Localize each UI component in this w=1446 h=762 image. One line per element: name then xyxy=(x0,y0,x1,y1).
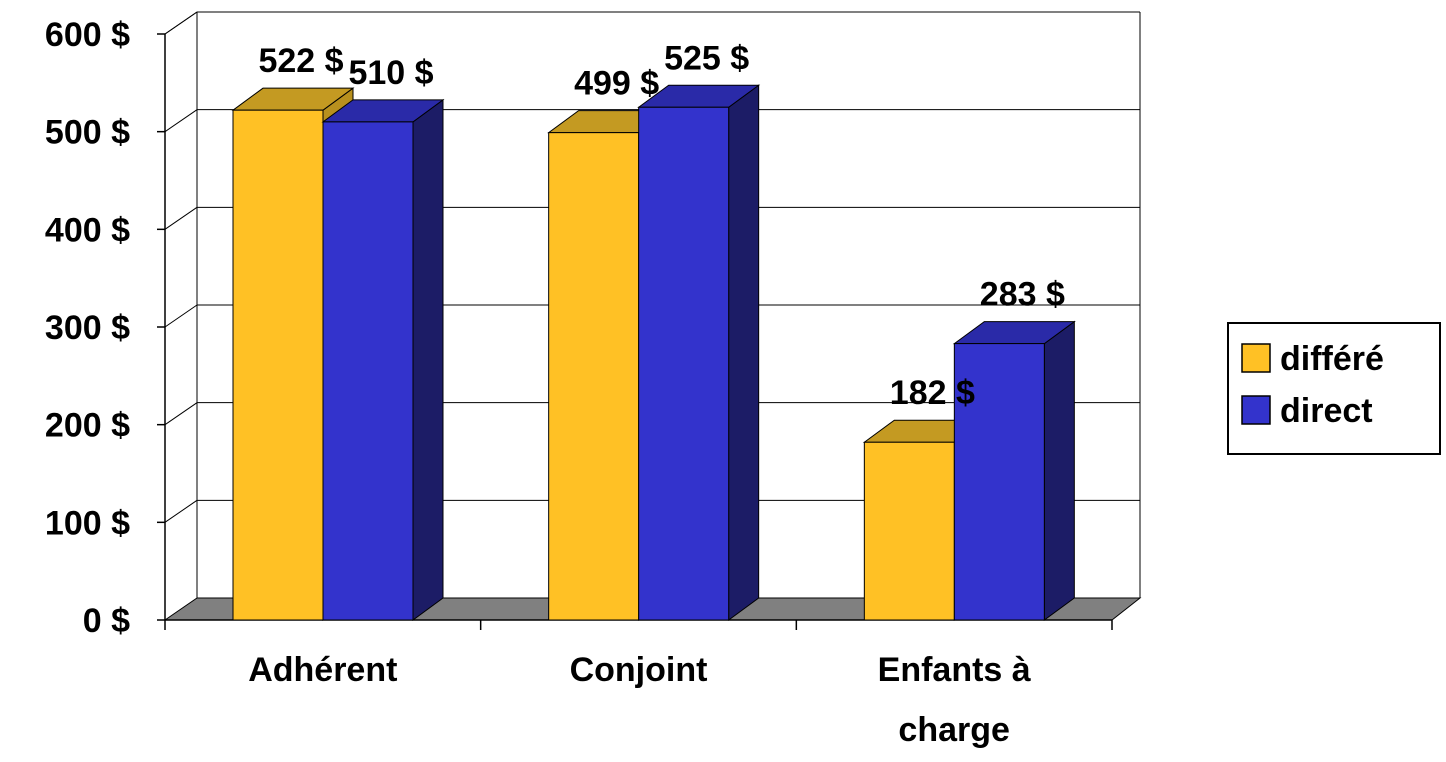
category-label: Adhérent xyxy=(248,651,397,689)
gridline-side xyxy=(164,499,198,523)
y-tick-label: 400 $ xyxy=(45,211,130,249)
category-label: Enfants à charge xyxy=(878,651,1031,749)
legend-swatch xyxy=(1241,395,1271,425)
y-tick-label: 0 $ xyxy=(83,602,130,640)
bar-direct-2 xyxy=(637,84,761,621)
bar-front xyxy=(863,441,955,621)
bar-front xyxy=(638,106,730,621)
legend: différé direct xyxy=(1227,322,1441,455)
y-tick-label: 500 $ xyxy=(45,114,130,152)
legend-label: différé xyxy=(1280,340,1384,378)
bar-front xyxy=(322,121,414,621)
y-tick-label: 200 $ xyxy=(45,407,130,445)
gridline-side xyxy=(164,206,198,230)
y-tick-label: 600 $ xyxy=(45,16,130,54)
data-label: 510 $ xyxy=(348,54,433,92)
legend-swatch xyxy=(1241,343,1271,373)
side-wall-top xyxy=(164,11,198,35)
y-tick-label: 100 $ xyxy=(45,504,130,542)
bar-direct-3 xyxy=(952,320,1076,621)
category-label-line: Adhérent xyxy=(248,651,397,689)
gridline-side xyxy=(164,109,198,133)
data-label: 525 $ xyxy=(664,39,749,77)
category-label-line: Enfants à xyxy=(878,651,1031,689)
bars xyxy=(231,84,1076,621)
category-label: Conjoint xyxy=(570,651,708,689)
data-label: 522 $ xyxy=(258,42,343,80)
bar-front xyxy=(232,109,324,621)
bar-side xyxy=(1043,320,1075,621)
legend-label: direct xyxy=(1280,392,1373,430)
category-label-line: charge xyxy=(898,711,1010,749)
gridline-side xyxy=(164,402,198,426)
category-label-line: Conjoint xyxy=(570,651,708,689)
bar-side xyxy=(728,84,760,621)
y-tick-label: 300 $ xyxy=(45,309,130,347)
bar-side xyxy=(412,98,444,621)
bar-direct-1 xyxy=(321,98,445,621)
data-label: 499 $ xyxy=(574,65,659,103)
bar-front xyxy=(548,132,640,621)
data-label: 182 $ xyxy=(890,374,975,412)
bar-front xyxy=(953,343,1045,621)
data-label: 283 $ xyxy=(980,276,1065,314)
gridline-side xyxy=(164,304,198,328)
